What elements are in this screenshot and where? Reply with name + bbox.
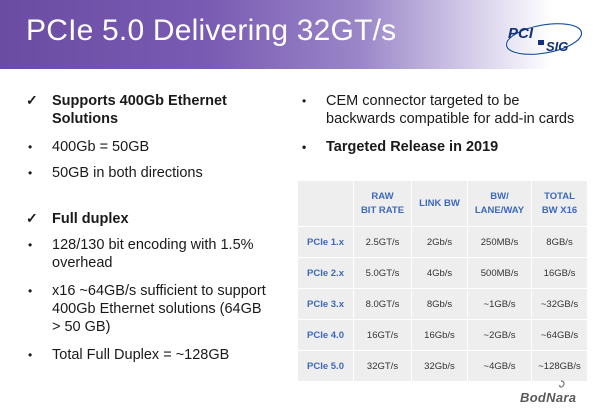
header-total-bw-x16: TOTAL BW X16 bbox=[531, 180, 588, 227]
left-bullet-list: ✓ Supports 400Gb Ethernet Solutions • 40… bbox=[26, 92, 288, 364]
row-label: PCIe 5.0 bbox=[297, 350, 354, 382]
table-row: PCIe 4.0 16GT/s 16Gb/s ~2GB/s ~64GB/s bbox=[297, 319, 588, 351]
table-cell: 8GB/s bbox=[531, 226, 588, 258]
header-bw-lane-way: BW/LANE/WAY bbox=[467, 180, 532, 227]
table-cell: 8.0GT/s bbox=[353, 288, 412, 320]
row-label: PCIe 4.0 bbox=[297, 319, 354, 351]
table-row: PCIe 1.x 2.5GT/s 2Gb/s 250MB/s 8GB/s bbox=[297, 226, 588, 258]
table-cell: 500MB/s bbox=[467, 257, 532, 289]
bullet-encoding: • 128/130 bit encoding with 1.5% overhea… bbox=[28, 237, 254, 271]
table-cell: ~128GB/s bbox=[531, 350, 588, 382]
bullet-400gb-50gb: • 400Gb = 50GB bbox=[28, 139, 150, 155]
pci-sig-logo: PCI SIG bbox=[505, 22, 583, 56]
table-cell: ~2GB/s bbox=[467, 319, 532, 351]
table-cell: 16Gb/s bbox=[411, 319, 468, 351]
table-cell: 2Gb/s bbox=[411, 226, 468, 258]
bullet-icon: • bbox=[28, 238, 33, 252]
table-cell: 16GT/s bbox=[353, 319, 412, 351]
bullet-both-directions: • 50GB in both directions bbox=[28, 165, 203, 181]
table-cell: 2.5GT/s bbox=[353, 226, 412, 258]
svg-text:SIG: SIG bbox=[546, 39, 568, 54]
bullet-icon: • bbox=[28, 284, 33, 298]
bullet-icon: • bbox=[28, 166, 33, 180]
table-cell: 5.0GT/s bbox=[353, 257, 412, 289]
table-header-row: RAW BIT RATE LINK BW BW/LANE/WAY TOTAL BW … bbox=[297, 180, 588, 227]
slide-title: PCIe 5.0 Delivering 32GT/s bbox=[26, 14, 397, 47]
right-bullet-list: • CEM connector targeted to be backwards… bbox=[300, 92, 590, 156]
row-label: PCIe 3.x bbox=[297, 288, 354, 320]
table-corner-cell bbox=[297, 180, 354, 227]
pcie-comparison-table: RAW BIT RATE LINK BW BW/LANE/WAY TOTAL BW … bbox=[297, 180, 588, 382]
bullet-total-full-duplex: • Total Full Duplex = ~128GB bbox=[28, 347, 230, 363]
header-link-bw: LINK BW bbox=[411, 180, 468, 227]
bullet-400gb-ethernet: ✓ Supports 400Gb Ethernet Solutions bbox=[26, 92, 227, 127]
bullet-icon: • bbox=[28, 140, 33, 154]
watermark-swirl-icon bbox=[559, 380, 565, 388]
table-cell: 32GT/s bbox=[353, 350, 412, 382]
bullet-icon: • bbox=[28, 348, 33, 362]
table-cell: 32Gb/s bbox=[411, 350, 468, 382]
table-row: PCIe 3.x 8.0GT/s 8Gb/s ~1GB/s ~32GB/s bbox=[297, 288, 588, 320]
bullet-full-duplex: ✓ Full duplex bbox=[26, 210, 129, 227]
row-label: PCIe 2.x bbox=[297, 257, 354, 289]
table-cell: ~1GB/s bbox=[467, 288, 532, 320]
table-cell: ~4GB/s bbox=[467, 350, 532, 382]
checkmark-icon: ✓ bbox=[26, 92, 38, 108]
table-row: PCIe 2.x 5.0GT/s 4Gb/s 500MB/s 16GB/s bbox=[297, 257, 588, 289]
bullet-x16-bandwidth: • x16 ~64GB/s sufficient to support 400G… bbox=[28, 283, 266, 335]
title-banner bbox=[0, 0, 600, 69]
table-cell: 4Gb/s bbox=[411, 257, 468, 289]
table-cell: 8Gb/s bbox=[411, 288, 468, 320]
header-raw-bit-rate: RAW BIT RATE bbox=[353, 180, 412, 227]
bullet-icon: • bbox=[302, 94, 307, 108]
table-cell: 250MB/s bbox=[467, 226, 532, 258]
bodnara-watermark: BodNara bbox=[520, 390, 577, 405]
table-cell: ~64GB/s bbox=[531, 319, 588, 351]
table-cell: ~32GB/s bbox=[531, 288, 588, 320]
bullet-cem-connector: • CEM connector targeted to be backwards… bbox=[302, 93, 575, 127]
checkmark-icon: ✓ bbox=[26, 210, 38, 226]
table-row: PCIe 5.0 32GT/s 32Gb/s ~4GB/s ~128GB/s bbox=[297, 350, 588, 382]
row-label: PCIe 1.x bbox=[297, 226, 354, 258]
bullet-icon: • bbox=[302, 140, 307, 154]
bullet-targeted-release: • Targeted Release in 2019 bbox=[302, 139, 499, 155]
table-cell: 16GB/s bbox=[531, 257, 588, 289]
svg-text:PCI: PCI bbox=[508, 25, 534, 42]
